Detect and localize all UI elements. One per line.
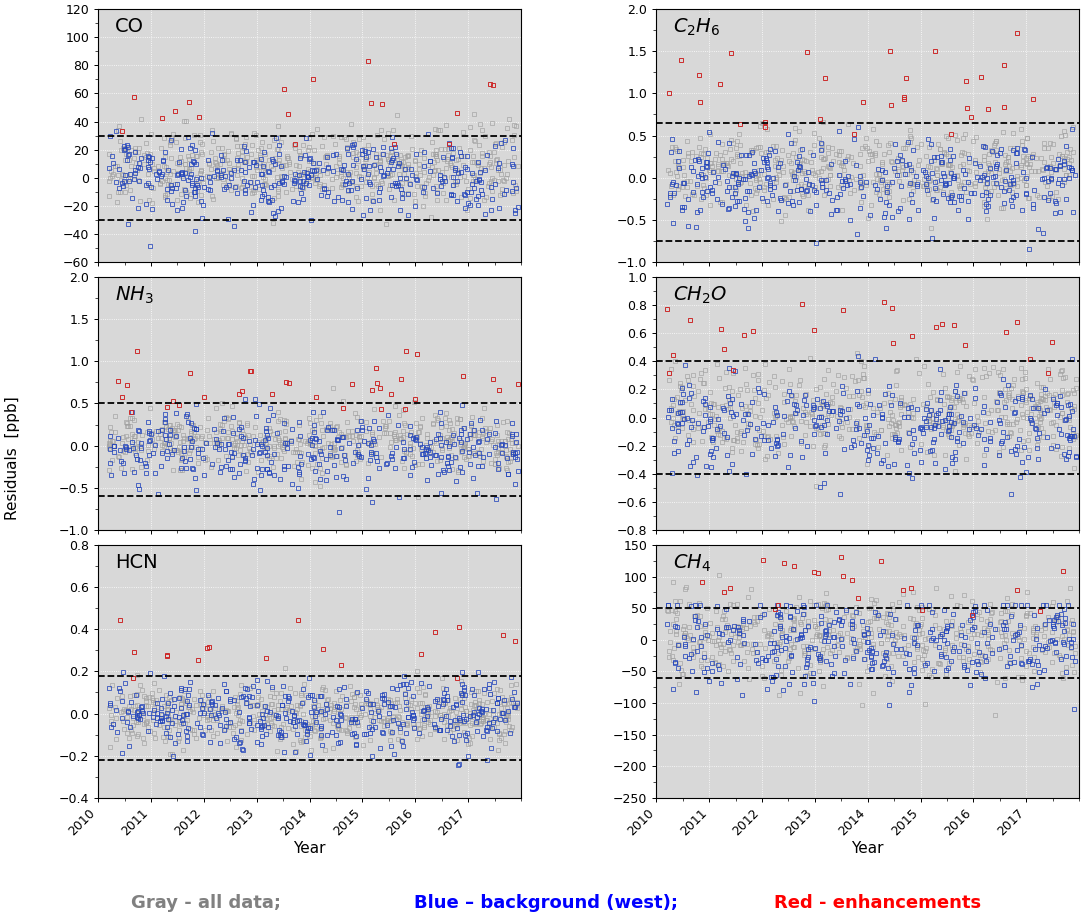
Text: Residuals  [ppb]: Residuals [ppb] [5,397,21,520]
Text: $C_2H_6$: $C_2H_6$ [674,17,720,38]
X-axis label: Year: Year [851,841,884,856]
Text: $CH_2O$: $CH_2O$ [674,284,727,306]
Text: HCN: HCN [116,553,158,571]
Text: Gray - all data;: Gray - all data; [131,894,281,912]
Text: $CH_4$: $CH_4$ [674,553,712,574]
Text: Blue – background (west);: Blue – background (west); [414,894,678,912]
Text: Red - enhancements: Red - enhancements [774,894,981,912]
Text: CO: CO [116,17,144,36]
Text: $NH_3$: $NH_3$ [116,284,154,306]
X-axis label: Year: Year [293,841,326,856]
